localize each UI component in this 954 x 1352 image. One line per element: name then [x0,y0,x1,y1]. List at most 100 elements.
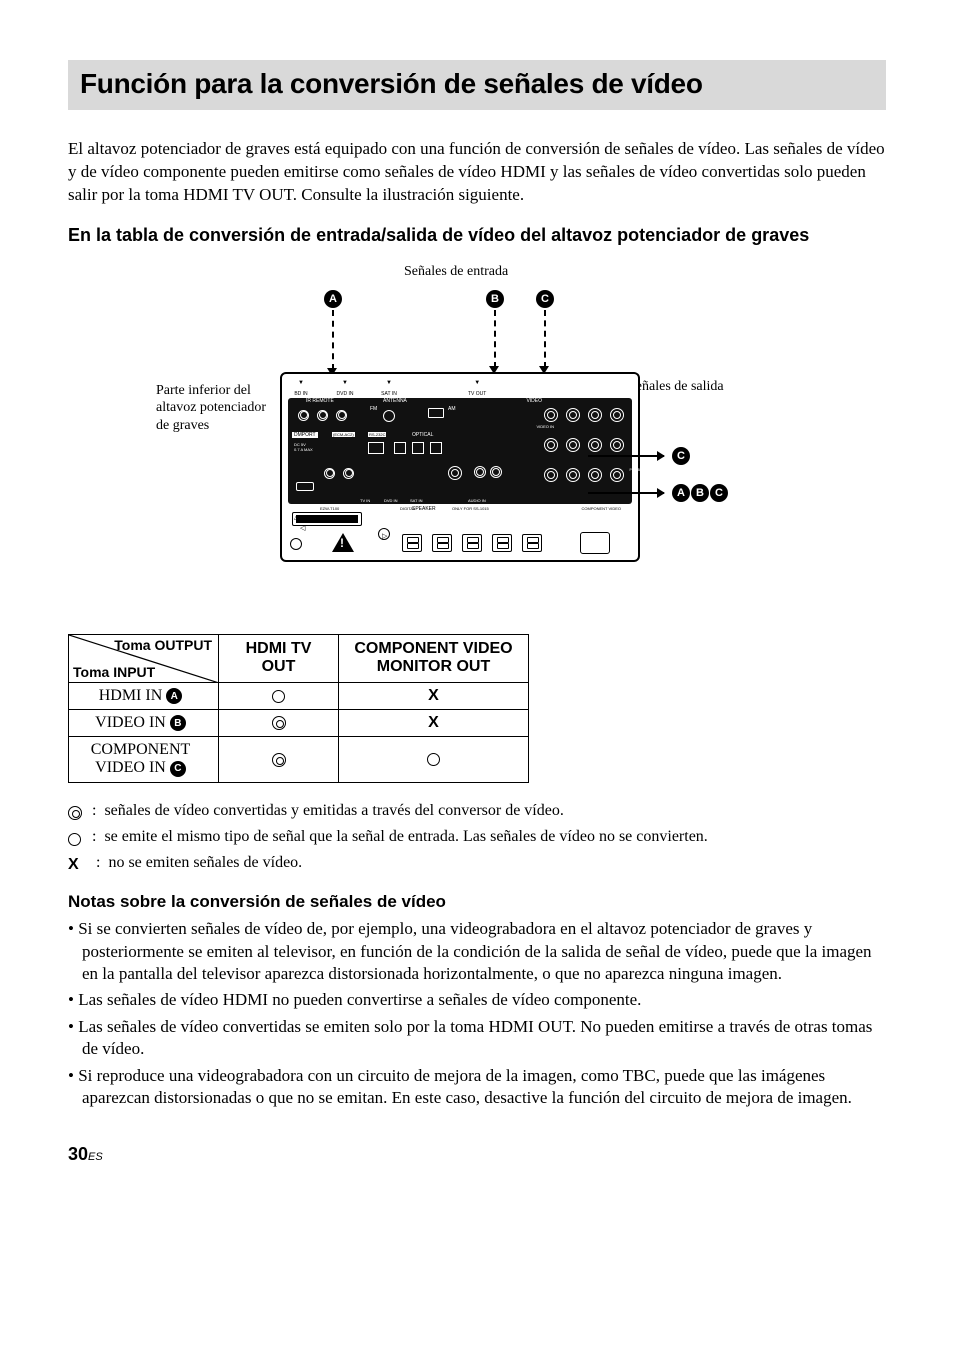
legend-text: señales de vídeo convertidas y emitidas … [104,799,563,822]
symbol-x-icon: X [428,687,439,704]
col-header-hdmi: HDMI TV OUT [219,634,339,682]
output-signals-label: Señales de salida [628,379,724,395]
hdmi-port-row: ▼ BD IN ▼ DVD IN ▼ SAT IN ▼ TV OUT [292,380,628,396]
subheading-conversion-table: En la tabla de conversión de entrada/sal… [68,225,886,246]
tiny-label: TV IN [360,498,370,503]
tiny-label: PB/CB [629,468,640,472]
cell [219,709,339,736]
symbol-double-icon [272,753,286,767]
cell [219,736,339,782]
cell [339,736,529,782]
marker-b-icon: B [486,290,504,308]
hdmi-label: BD IN [294,391,307,397]
component-y-row [544,438,624,452]
row-label-line1: COMPONENT [91,741,191,758]
video-jack-row [544,408,624,422]
conversion-table: Toma OUTPUT Toma INPUT HDMI TV OUT COMPO… [68,634,529,783]
badge-b-icon: B [170,715,186,731]
tiny-label: SPEAKER [412,506,436,512]
row-label: VIDEO IN [95,714,170,731]
page-title: Función para la conversión de señales de… [80,68,874,100]
hdmi-label: TV OUT [468,391,486,397]
corner-top-label: Toma OUTPUT [114,637,212,653]
list-item: Si reproduce una videograbadora con un c… [68,1065,886,1110]
marker-a-icon: A [672,484,690,502]
page-number-suffix: ES [88,1151,103,1163]
tiny-label: COMPONENT VIDEO [581,506,623,511]
row-label: HDMI IN [99,687,167,704]
output-markers-abc: A B C [672,484,728,502]
list-item: Si se convierten señales de vídeo de, po… [68,918,886,985]
legend-row: : se emite el mismo tipo de señal que la… [68,825,886,850]
tiny-label: ANTENNA [383,398,407,404]
input-signals-label: Señales de entrada [404,264,508,280]
table-row: VIDEO IN B X [69,709,529,736]
marker-b-icon: B [691,484,709,502]
table-corner-cell: Toma OUTPUT Toma INPUT [69,634,219,682]
hdmi-label: DVD IN [337,391,354,397]
arrow-a [332,310,334,370]
intro-paragraph: El altavoz potenciador de graves está eq… [68,138,886,207]
optical-row [394,442,442,454]
table-row: HDMI IN A X [69,682,529,709]
tiny-label: SAT IN [410,498,423,503]
row-head-component-in: COMPONENT VIDEO IN C [69,736,219,782]
subwoofer-panel: ▼ BD IN ▼ DVD IN ▼ SAT IN ▼ TV OUT VIDEO [280,372,640,562]
marker-a-icon: A [324,290,342,308]
table-row: COMPONENT VIDEO IN C [69,736,529,782]
hdmi-label: SAT IN [381,391,397,397]
arrow-c [544,310,546,368]
arrow-b [494,310,496,368]
marker-c-icon: C [536,290,554,308]
row-head-video-in: VIDEO IN B [69,709,219,736]
tiny-label: VIDEO IN [536,424,554,429]
tiny-label: IR REMOTE [306,398,334,404]
tiny-label: DC 5V 0.7 A MAX [294,442,313,452]
corner-bottom-label: Toma INPUT [73,664,155,680]
list-item: Las señales de vídeo HDMI no pueden conv… [68,989,886,1011]
panel-dark-area: VIDEO VIDEO IN IR REMOTE ANTENNA FM AM D… [288,398,632,504]
symbol-double-icon [68,806,82,820]
symbol-x-icon: X [428,714,439,731]
output-marker-c-icon: C [672,447,690,465]
symbol-single-icon [272,690,285,703]
cell [219,682,339,709]
title-bar: Función para la conversión de señales de… [68,60,886,110]
conversion-diagram: Señales de entrada Parte inferior del al… [68,264,886,594]
tiny-label: VIDEO [526,398,542,404]
speaker-terminal-row [402,534,542,552]
legend-row: X : no se emiten señales de vídeo. [68,851,886,876]
cell: X [339,709,529,736]
symbol-single-icon [68,833,81,846]
badge-c-icon: C [170,761,186,777]
page-number: 30ES [68,1144,886,1165]
tiny-label: EZW-T100 [318,506,341,511]
tiny-label: (ECM-AC2) [332,432,355,437]
tiny-label: Y [635,438,638,443]
page-number-value: 30 [68,1144,88,1164]
notes-list: Si se convierten señales de vídeo de, po… [68,918,886,1110]
legend-text: no se emiten señales de vídeo. [108,851,302,874]
warning-icon [332,533,354,552]
tiny-label: DMPORT [292,432,318,438]
legend-row: : señales de vídeo convertidas y emitida… [68,799,886,824]
output-arrow-abc [588,492,664,494]
legend: : señales de vídeo convertidas y emitida… [68,799,886,877]
marker-c-icon: C [710,484,728,502]
symbol-single-icon [427,753,440,766]
badge-a-icon: A [166,688,182,704]
ir-jack-row [298,410,347,421]
tiny-label: AUDIO IN [468,498,486,503]
tiny-label: ONLY FOR SS-1015 [452,506,489,511]
col-header-component: COMPONENT VIDEO MONITOR OUT [339,634,529,682]
tiny-label: FM [370,406,377,412]
list-item: Las señales de vídeo convertidas se emit… [68,1016,886,1061]
tiny-label: RS-232C [368,432,386,437]
symbol-x-icon: X [68,856,79,873]
component-pb-row [544,468,624,482]
notes-heading: Notas sobre la conversión de señales de … [68,892,886,912]
cell: X [339,682,529,709]
output-arrow-c [588,455,664,457]
tiny-label: AM [448,406,456,412]
legend-text: se emite el mismo tipo de señal que la s… [104,825,707,848]
